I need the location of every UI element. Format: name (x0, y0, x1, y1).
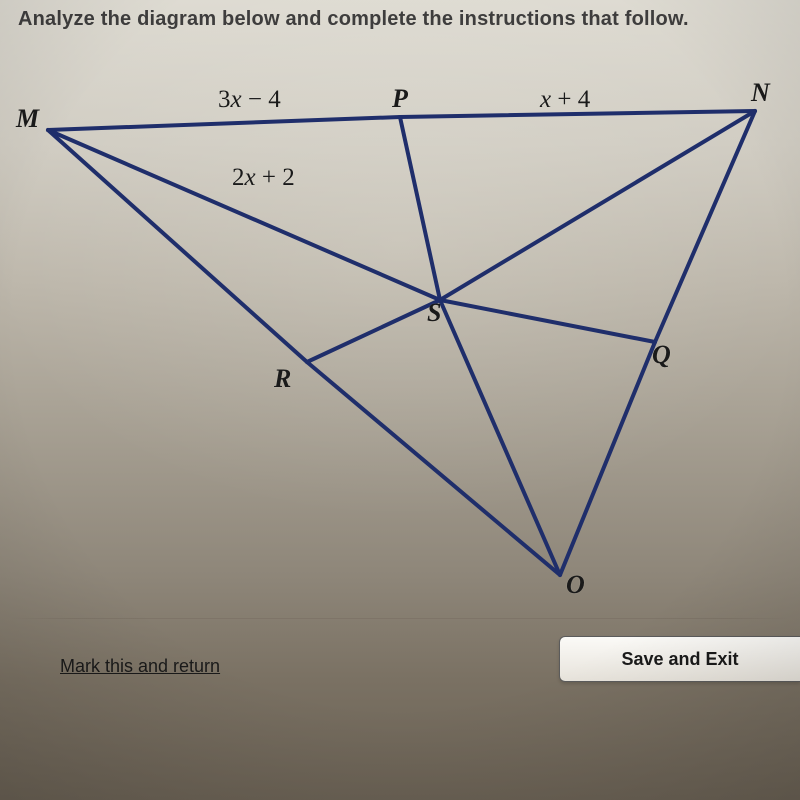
footer-divider (10, 618, 790, 619)
triangle-diagram: M P N R S Q O 3x − 4 x + 4 2x + 2 (20, 70, 780, 600)
expression-mp: 3x − 4 (218, 86, 281, 114)
vertex-label-m: M (16, 104, 39, 134)
vertex-label-r: R (274, 364, 291, 394)
vertex-label-n: N (751, 78, 770, 108)
instruction-text: Analyze the diagram below and complete t… (18, 8, 782, 31)
save-exit-button[interactable]: Save and Exit (559, 636, 800, 682)
mark-return-link[interactable]: Mark this and return (60, 656, 220, 677)
worksheet: Analyze the diagram below and complete t… (0, 0, 800, 800)
diagram-svg (20, 70, 780, 600)
diagram-edges (48, 111, 755, 575)
vertex-label-s: S (427, 298, 441, 328)
expression-ms: 2x + 2 (232, 164, 295, 192)
vertex-label-p: P (392, 84, 408, 114)
vertex-label-o: O (566, 570, 585, 600)
vertex-label-q: Q (652, 340, 671, 370)
save-exit-label: Save and Exit (621, 649, 738, 670)
expression-pn: x + 4 (540, 86, 590, 114)
